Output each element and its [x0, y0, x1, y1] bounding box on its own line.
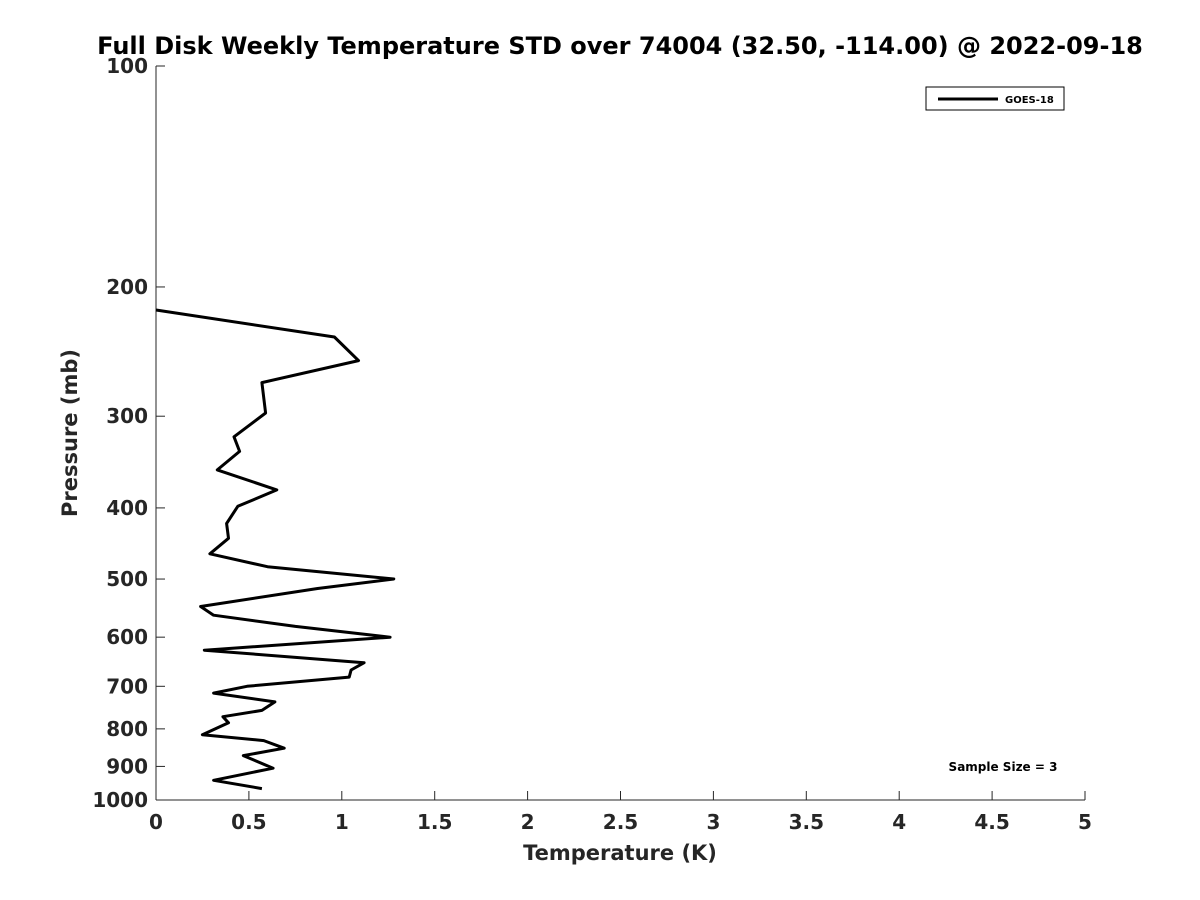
- x-tick-label: 2.5: [603, 810, 638, 834]
- y-tick-label: 700: [106, 674, 148, 698]
- x-tick-label: 1.5: [417, 810, 452, 834]
- legend-label-goes-18: GOES-18: [1005, 95, 1054, 106]
- y-tick-label: 1000: [92, 788, 148, 812]
- goes-18-series-line: [155, 308, 396, 791]
- y-axis-label: Pressure (mb): [58, 349, 82, 517]
- y-tick-label: 400: [106, 496, 148, 520]
- x-tick-label: 0: [149, 810, 163, 834]
- y-tick-label: 900: [106, 754, 148, 778]
- plot-area: 0 0.5 1 1.5 2 2.5 3 3.5 4 4.5 5 100 200 300 400 500 600…: [92, 54, 1092, 834]
- x-tick-label: 5: [1078, 810, 1092, 834]
- x-tick-label: 3: [706, 810, 720, 834]
- y-tick-label: 600: [106, 625, 148, 649]
- legend: GOES-18: [925, 86, 1065, 111]
- y-tick-label: 200: [106, 275, 148, 299]
- y-tick-label: 800: [106, 717, 148, 741]
- x-tick-label: 4.5: [974, 810, 1009, 834]
- y-tick-label: 500: [106, 567, 148, 591]
- x-tick-label: 4: [892, 810, 906, 834]
- chart-title: Full Disk Weekly Temperature STD over 74…: [97, 32, 1143, 60]
- y-ticks: 100 200 300 400 500 600 700 800 900 1000: [92, 54, 165, 812]
- sample-size-annotation: Sample Size = 3: [949, 760, 1058, 774]
- x-ticks: 0 0.5 1 1.5 2 2.5 3 3.5 4 4.5 5: [149, 791, 1092, 834]
- x-axis-label: Temperature (K): [523, 841, 717, 865]
- y-tick-label: 100: [106, 54, 148, 78]
- x-tick-label: 2: [521, 810, 535, 834]
- x-tick-label: 1: [335, 810, 349, 834]
- y-tick-label: 300: [106, 404, 148, 428]
- x-tick-label: 0.5: [231, 810, 266, 834]
- x-tick-label: 3.5: [789, 810, 824, 834]
